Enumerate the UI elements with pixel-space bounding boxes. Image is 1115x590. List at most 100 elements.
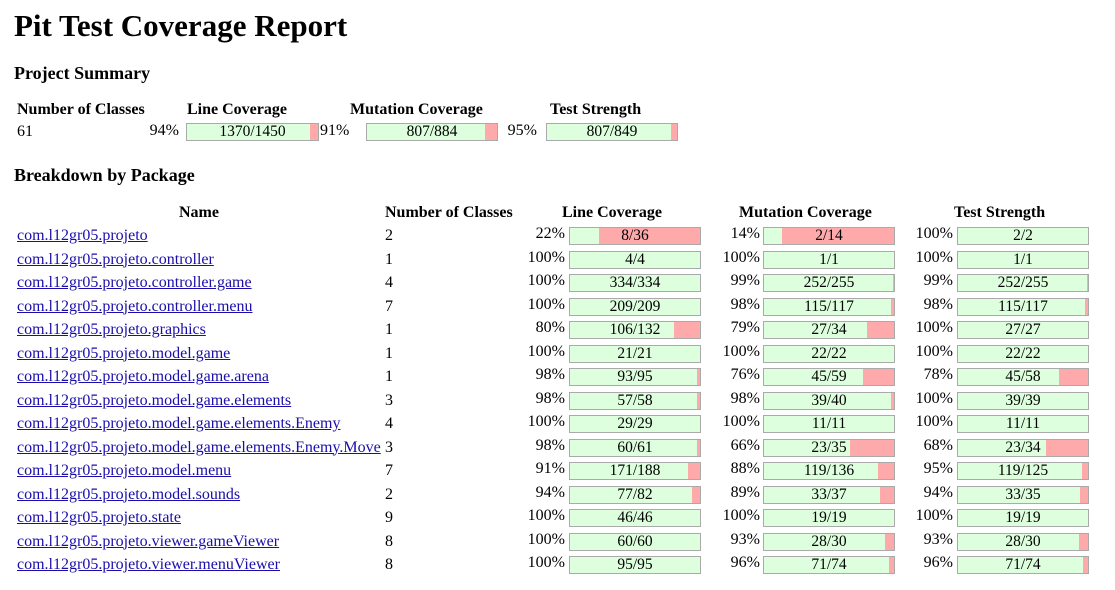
package-link[interactable]: com.l12gr05.projeto.controller — [17, 250, 214, 268]
strength-coverage-percent: 78% — [923, 366, 953, 383]
mutation-coverage-bar-fill — [764, 345, 894, 362]
line-coverage-bar-fill — [570, 322, 674, 338]
package-link[interactable]: com.l12gr05.projeto.viewer.gameViewer — [17, 532, 280, 550]
line-coverage-bar-fill — [570, 510, 700, 526]
summary-mutation-bar-text: 807/884 — [406, 123, 458, 140]
package-class-count: 2 — [385, 227, 393, 244]
line-coverage-bar: 77/82 — [569, 485, 701, 504]
line-coverage-percent: 91% — [535, 460, 565, 477]
package-class-count: 7 — [385, 297, 393, 315]
strength-coverage-bar: 45/58 — [957, 368, 1089, 386]
package-class-count: 9 — [385, 509, 393, 526]
strength-coverage-bar-fill — [958, 322, 1088, 338]
line-coverage-percent: 22% — [535, 225, 565, 242]
strength-coverage-bar: 33/35 — [957, 485, 1089, 504]
line-coverage-bar: 8/36 — [569, 227, 701, 245]
summary-line-bar-fill — [187, 124, 311, 140]
package-link[interactable]: com.l12gr05.projeto.viewer.menuViewer — [17, 556, 280, 573]
line-coverage-percent: 100% — [527, 295, 565, 313]
strength-coverage-percent: 100% — [915, 389, 953, 407]
package-link[interactable]: com.l12gr05.projeto.state — [17, 509, 181, 526]
package-link[interactable]: com.l12gr05.projeto.model.game.elements — [17, 391, 292, 409]
line-coverage-percent: 98% — [535, 436, 565, 454]
package-link[interactable]: com.l12gr05.projeto.graphics — [17, 321, 206, 338]
summary-header-mutation: Mutation Coverage — [350, 101, 483, 118]
line-coverage-percent: 100% — [527, 342, 565, 360]
mutation-coverage-percent: 100% — [722, 342, 760, 360]
strength-coverage-bar-text: 27/27 — [1005, 321, 1041, 338]
line-coverage-bar-fill — [570, 533, 700, 550]
line-coverage-bar-fill — [570, 298, 700, 315]
breakdown-heading: Breakdown by Package — [14, 165, 195, 185]
package-link[interactable]: com.l12gr05.projeto.controller.game — [17, 274, 252, 291]
mutation-coverage-bar-fill — [764, 275, 893, 291]
line-coverage-bar: 209/209 — [569, 297, 701, 316]
table-row: com.l12gr05.projeto.viewer.gameViewer 8 10… — [0, 530, 1115, 553]
line-coverage-bar: 4/4 — [569, 250, 701, 269]
mutation-coverage-bar-fill — [764, 298, 892, 315]
strength-coverage-bar-text: 11/11 — [1005, 415, 1041, 432]
package-class-count: 7 — [385, 462, 393, 479]
summary-strength-bar: 807/849 — [546, 123, 678, 141]
package-link[interactable]: com.l12gr05.projeto.model.game.arena — [17, 368, 269, 385]
table-row: com.l12gr05.projeto.model.game 1 100% 21/21… — [0, 342, 1115, 365]
package-link[interactable]: com.l12gr05.projeto.model.game.elements.… — [17, 415, 341, 432]
strength-coverage-bar: 2/2 — [957, 227, 1089, 245]
strength-coverage-bar-fill — [958, 345, 1088, 362]
mutation-coverage-percent: 100% — [722, 413, 760, 430]
table-row: com.l12gr05.projeto.model.game.elements 3… — [0, 389, 1115, 412]
line-coverage-bar-text: 21/21 — [617, 344, 653, 362]
package-link[interactable]: com.l12gr05.projeto.model.sounds — [17, 485, 241, 503]
mutation-coverage-bar: 28/30 — [763, 532, 895, 551]
column-header-mutation: Mutation Coverage — [739, 204, 872, 221]
mutation-coverage-bar: 27/34 — [763, 321, 895, 339]
package-link[interactable]: com.l12gr05.projeto.model.game.elements.… — [17, 438, 381, 456]
strength-coverage-bar-text: 39/39 — [1005, 391, 1041, 409]
mutation-coverage-bar-fill — [764, 392, 892, 409]
strength-coverage-bar-text: 19/19 — [1005, 509, 1041, 526]
package-class-count: 8 — [385, 532, 393, 550]
mutation-coverage-bar: 252/255 — [763, 274, 895, 292]
summary-header-strength: Test Strength — [550, 101, 642, 118]
column-header-strength: Test Strength — [954, 204, 1046, 221]
table-row: com.l12gr05.projeto.model.game.elements.… — [0, 436, 1115, 459]
table-row: com.l12gr05.projeto.model.game.arena 1 98%… — [0, 365, 1115, 388]
mutation-coverage-bar: 33/37 — [763, 485, 895, 504]
strength-coverage-percent: 99% — [923, 272, 953, 289]
package-link[interactable]: com.l12gr05.projeto.controller.menu — [17, 297, 253, 315]
line-coverage-bar: 60/61 — [569, 438, 701, 457]
strength-coverage-bar: 22/22 — [957, 344, 1089, 363]
package-link[interactable]: com.l12gr05.projeto — [17, 227, 148, 244]
strength-coverage-bar: 11/11 — [957, 415, 1089, 433]
strength-coverage-bar: 23/34 — [957, 438, 1089, 457]
line-coverage-bar: 334/334 — [569, 274, 701, 292]
mutation-coverage-bar: 71/74 — [763, 556, 895, 574]
strength-coverage-percent: 100% — [915, 342, 953, 360]
mutation-coverage-bar: 119/136 — [763, 462, 895, 480]
package-link[interactable]: com.l12gr05.projeto.model.game — [17, 344, 231, 362]
summary-strength-bar-text: 807/849 — [586, 123, 638, 140]
summary-header-classes: Number of Classes — [17, 101, 145, 118]
strength-coverage-percent: 100% — [915, 225, 953, 242]
strength-coverage-bar-fill — [958, 298, 1086, 315]
line-coverage-percent: 98% — [535, 389, 565, 407]
package-link[interactable]: com.l12gr05.projeto.model.menu — [17, 462, 232, 479]
package-class-count: 8 — [385, 556, 393, 573]
mutation-coverage-bar-fill — [764, 228, 783, 244]
line-coverage-bar-text: 60/61 — [617, 438, 653, 456]
mutation-coverage-bar-text: 22/22 — [811, 344, 847, 362]
line-coverage-bar-text: 334/334 — [609, 274, 661, 291]
mutation-coverage-bar-fill — [764, 416, 894, 432]
mutation-coverage-bar: 2/14 — [763, 227, 895, 245]
strength-coverage-bar: 28/30 — [957, 532, 1089, 551]
line-coverage-percent: 80% — [535, 319, 565, 336]
column-header-name: Name — [179, 204, 219, 221]
package-class-count: 1 — [385, 368, 393, 385]
summary-header-line: Line Coverage — [187, 101, 287, 118]
line-coverage-bar-text: 4/4 — [625, 250, 645, 268]
line-coverage-bar-fill — [570, 486, 693, 503]
mutation-coverage-percent: 76% — [730, 366, 760, 383]
line-coverage-bar-text: 57/58 — [617, 391, 653, 409]
summary-line-bar: 1370/1450 — [186, 123, 319, 141]
mutation-coverage-bar-fill — [764, 439, 850, 456]
